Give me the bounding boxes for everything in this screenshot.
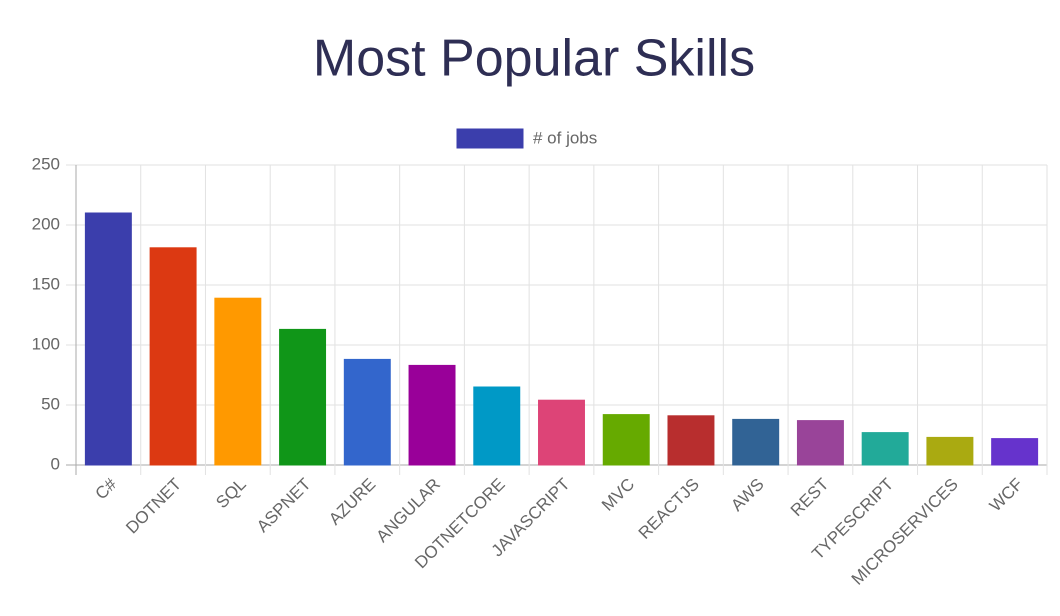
bar xyxy=(602,414,650,466)
y-tick-label: 0 xyxy=(51,454,60,473)
x-tick-label: REST xyxy=(787,475,832,520)
bar xyxy=(473,386,521,466)
x-tick-label: AZURE xyxy=(325,475,379,529)
legend-label: # of jobs xyxy=(533,128,597,147)
y-tick-label: 200 xyxy=(32,214,60,233)
bar xyxy=(149,247,197,466)
x-tick-label: WCF xyxy=(986,475,1027,516)
bar xyxy=(343,358,391,466)
bar xyxy=(926,436,974,466)
y-tick-label: 50 xyxy=(41,394,60,413)
x-tick-label: MVC xyxy=(598,475,638,515)
legend-swatch xyxy=(456,128,524,149)
bar xyxy=(667,415,715,466)
x-tick-label: ASPNET xyxy=(253,475,315,537)
x-tick-label: REACTJS xyxy=(635,475,703,543)
bar xyxy=(732,418,780,466)
chart-title: Most Popular Skills xyxy=(313,30,755,88)
x-tick-label: C# xyxy=(92,474,121,503)
bar xyxy=(796,420,844,466)
x-tick-label: DOTNET xyxy=(122,475,185,538)
bar xyxy=(991,438,1039,466)
bar xyxy=(84,212,132,466)
bar xyxy=(538,399,585,466)
bar xyxy=(408,364,456,466)
x-tick-label: SQL xyxy=(212,475,249,512)
y-tick-label: 150 xyxy=(32,274,60,293)
x-tick-label: MICROSERVICES xyxy=(848,475,962,589)
y-tick-label: 100 xyxy=(32,334,60,353)
bar xyxy=(861,432,909,466)
bar xyxy=(214,297,262,466)
bar xyxy=(279,328,327,466)
x-tick-label: AWS xyxy=(727,475,767,515)
y-tick-label: 250 xyxy=(32,154,60,173)
